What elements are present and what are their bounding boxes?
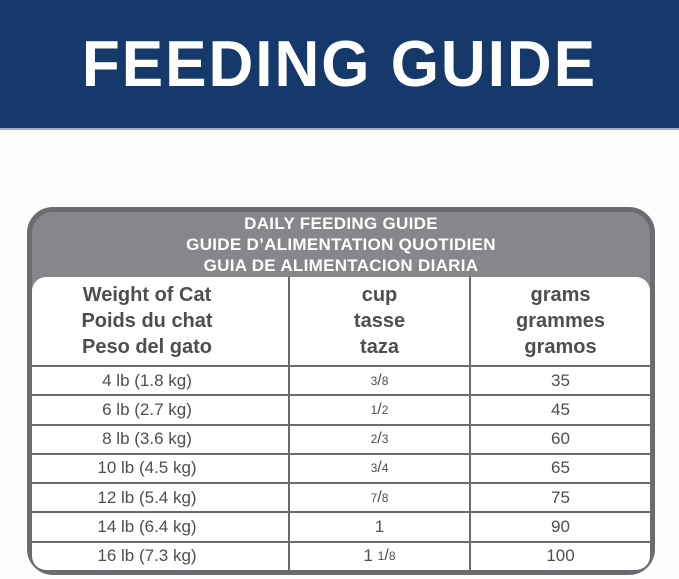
feeding-guide-banner: FEEDING GUIDE [0,0,679,130]
cup-sep: / [377,400,382,418]
cup-cell: 1/2 [288,396,469,424]
grams-header-fr: grammes [516,310,605,332]
weight-cell: 16 lb (7.3 kg) [97,546,197,566]
grams-cell: 65 [469,454,650,483]
cup-header-en: cup [361,284,398,306]
cup-cell: 3/4 [288,454,469,483]
grams-cell: 75 [469,484,650,512]
grams-header-en: grams [530,284,591,306]
cup-cell: 1 [288,513,469,541]
weight-cell: 14 lb (6.4 kg) [97,517,197,537]
column-header-cup: cup tasse taza [288,277,469,365]
cup-den: 4 [381,461,389,476]
weight-header-fr: Poids du chat [81,310,213,332]
cup-cell: 3/8 [288,367,469,395]
grams-cell: 35 [469,367,650,395]
cup-whole: 1 [363,546,378,566]
daily-feeding-table: DAILY FEEDING GUIDE GUIDE D’ALIMENTATION… [27,207,655,575]
grams-cell: 60 [469,425,650,453]
weight-cell: 10 lb (4.5 kg) [97,458,197,478]
table-row: 14 lb (6.4 kg) 1 90 [32,511,650,541]
cup-den: 8 [388,549,396,564]
table-title: DAILY FEEDING GUIDE GUIDE D’ALIMENTATION… [32,212,650,277]
table-row: 8 lb (3.6 kg) 2/3 60 [32,423,650,453]
weight-cell: 4 lb (1.8 kg) [102,370,192,390]
cup-num: 1 [370,402,378,417]
column-header-weight: Weight of Cat Poids du chat Peso del gat… [32,277,288,365]
table-body: Weight of Cat Poids du chat Peso del gat… [32,277,650,570]
table-rows: 4 lb (1.8 kg) 3/8 35 6 lb (2.7 kg) 1/2 45 8 lb… [32,365,650,570]
cup-whole: 1 [374,517,385,537]
table-row: 16 lb (7.3 kg) 1 1/8 100 [32,540,650,570]
table-row: 4 lb (1.8 kg) 3/8 35 [32,365,650,395]
cup-den: 8 [381,373,389,388]
cup-den: 3 [381,432,389,447]
weight-cell: 12 lb (5.4 kg) [97,487,197,507]
weight-cell: 8 lb (3.6 kg) [102,429,192,449]
table-title-line-fr: GUIDE D’ALIMENTATION QUOTIDIEN [186,235,496,254]
grams-cell: 100 [469,542,650,570]
cup-num: 2 [370,432,378,447]
cup-sep: / [377,430,382,448]
cup-cell: 7/8 [288,484,469,512]
table-title-line-en: DAILY FEEDING GUIDE [244,214,438,233]
table-row: 10 lb (4.5 kg) 3/4 65 [32,452,650,483]
cup-sep: / [377,371,382,389]
weight-header-en: Weight of Cat [82,284,212,306]
cup-num: 7 [370,490,378,505]
weight-cell: 6 lb (2.7 kg) [102,399,192,419]
table-row: 6 lb (2.7 kg) 1/2 45 [32,394,650,424]
page-title: FEEDING GUIDE [81,27,598,101]
cup-sep: / [384,547,389,565]
column-header-grams: grams grammes gramos [469,277,650,365]
cup-num: 1 [377,549,385,564]
grams-header-es: gramos [524,336,597,358]
column-headers: Weight of Cat Poids du chat Peso del gat… [32,277,650,365]
table-row: 12 lb (5.4 kg) 7/8 75 [32,482,650,512]
cup-header-fr: tasse [353,310,406,332]
cup-den: 8 [381,490,389,505]
cup-sep: / [377,459,382,477]
cup-cell: 1 1/8 [288,542,469,570]
cup-den: 2 [381,402,389,417]
grams-cell: 90 [469,513,650,541]
grams-cell: 45 [469,396,650,424]
cup-cell: 2/3 [288,425,469,453]
weight-header-es: Peso del gato [81,336,213,358]
cup-num: 3 [370,373,378,388]
cup-sep: / [377,488,382,506]
cup-header-es: taza [360,336,399,358]
cup-num: 3 [370,461,378,476]
table-title-line-es: GUIA DE ALIMENTACION DIARIA [203,256,479,275]
